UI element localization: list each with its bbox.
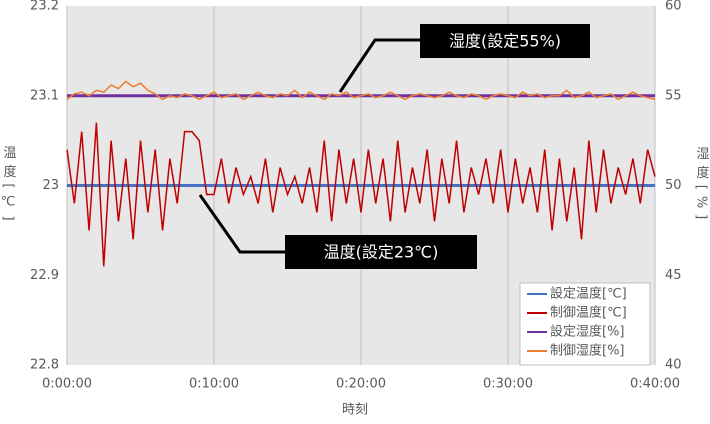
y-tick-label: 23 [42,178,59,193]
callout-box [285,235,477,269]
x-tick-label: 0:20:00 [336,377,386,392]
y2-tick-label: 45 [665,268,682,283]
x-tick-label: 0:00:00 [42,377,92,392]
annotation-text: 湿度(設定55%) [449,32,561,51]
y2-tick-label: 50 [665,178,682,193]
callout-line [338,38,420,93]
callout-line [198,194,285,254]
legend-label: 設定湿度[%] [550,324,625,340]
annotation: 温度(設定23℃) [198,194,477,269]
legend-label: 設定温度[℃] [550,286,627,302]
y-tick-label: 22.9 [30,268,59,283]
y-tick-label: 23.1 [30,88,59,103]
y2-tick-label: 60 [665,0,682,14]
legend-label: 制御湿度[%] [550,343,625,359]
y2-tick-label: 40 [665,358,682,373]
callout-box [420,24,590,58]
series-line [66,80,656,101]
x-tick-label: 0:10:00 [189,377,239,392]
x-axis-label: 時刻 [342,403,368,418]
legend: 設定温度[℃] 制御温度[℃] 設定湿度[%] 制御湿度[%] [519,282,651,366]
series-line [66,122,656,267]
y-axis-label: 温度[℃] [1,145,17,226]
y2-axis-label: 湿度[%] [694,147,710,226]
x-tick-label: 0:40:00 [630,377,680,392]
y-tick-label: 23.2 [30,0,59,14]
annotation: 湿度(設定55%) [338,24,590,93]
y2-tick-label: 55 [665,88,682,103]
y-tick-label: 22.8 [30,358,59,373]
x-tick-label: 0:30:00 [483,377,533,392]
legend-label: 制御温度[℃] [550,305,627,321]
annotation-text: 温度(設定23℃) [324,243,439,262]
